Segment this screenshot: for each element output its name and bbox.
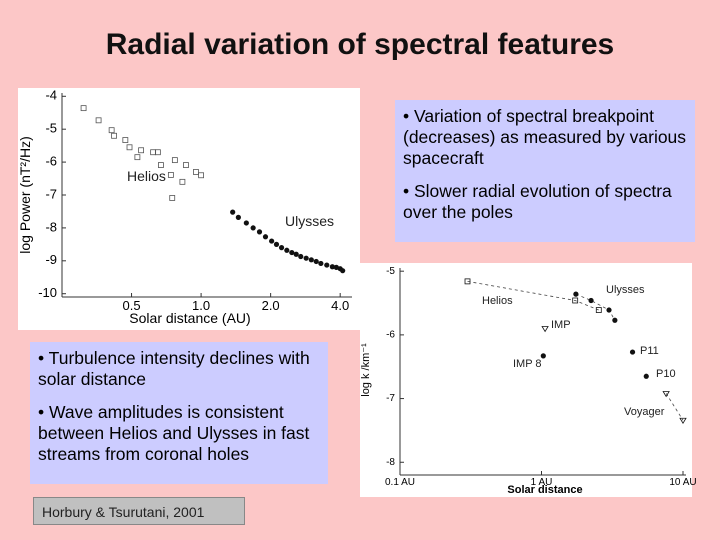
point — [154, 149, 161, 156]
point — [318, 260, 324, 267]
point — [243, 220, 249, 226]
point — [179, 178, 186, 185]
point — [193, 169, 199, 175]
citation: Horbury & Tsurutani, 2001 — [33, 497, 245, 525]
series-label: Voyager — [624, 406, 665, 418]
point — [612, 317, 618, 323]
x-axis-label: Solar distance — [507, 484, 582, 496]
point — [198, 172, 204, 179]
series-label: Ulysses — [285, 213, 334, 229]
y-axis-label: log k /km⁻¹ — [360, 343, 372, 397]
x-tick-label: 0.5 — [123, 298, 141, 313]
y-tick-label: -10 — [38, 285, 57, 300]
point — [573, 291, 579, 297]
left-text-box: • Turbulence intensity declines with sol… — [30, 342, 328, 484]
point — [235, 214, 241, 220]
y-tick-label: -8 — [386, 457, 395, 468]
point — [293, 251, 299, 257]
y-tick-label: -5 — [45, 121, 57, 136]
point — [606, 307, 612, 313]
point — [273, 241, 280, 247]
series-label: P10 — [656, 368, 676, 380]
point — [169, 195, 176, 201]
point — [278, 245, 285, 251]
point — [662, 391, 670, 398]
series-label: Ulysses — [606, 284, 645, 296]
y-tick-label: -6 — [386, 330, 395, 341]
point — [308, 257, 314, 263]
series-line — [665, 393, 684, 421]
x-tick-label: 0.1 AU — [385, 477, 415, 488]
x-axis-label: Solar distance (AU) — [129, 310, 250, 326]
y-tick-label: -8 — [45, 219, 57, 234]
point — [108, 127, 115, 134]
y-tick-label: -9 — [45, 252, 57, 267]
point — [171, 157, 178, 164]
point — [158, 162, 164, 168]
x-tick-label: 1 AU — [531, 477, 553, 488]
bullet: • Slower radial evolution of spectra ove… — [403, 181, 672, 222]
point — [298, 253, 304, 260]
series-label: IMP — [551, 319, 571, 331]
point — [95, 117, 102, 124]
y-tick-label: -7 — [45, 186, 57, 201]
point — [313, 258, 319, 265]
series-label: IMP 8 — [513, 358, 542, 370]
point — [167, 172, 174, 178]
point — [284, 247, 290, 253]
series-label: Helios — [482, 295, 513, 307]
series-line — [575, 293, 616, 321]
left-figure-background — [18, 88, 360, 330]
series-line — [467, 280, 599, 311]
point — [256, 229, 263, 235]
point — [230, 209, 236, 215]
point — [329, 264, 335, 270]
y-tick-label: -6 — [45, 154, 57, 169]
y-axis-label: log Power (nT²/Hz) — [17, 136, 33, 253]
point — [588, 297, 594, 304]
series-label: P11 — [640, 345, 659, 357]
x-tick-label: 10 AU — [669, 477, 696, 488]
point — [324, 262, 330, 268]
right-figure-background — [360, 263, 692, 497]
bullet: • Variation of spectral breakpoint (decr… — [403, 106, 687, 168]
point — [269, 238, 275, 244]
point — [643, 373, 649, 379]
point — [464, 278, 471, 285]
y-tick-label: -5 — [386, 266, 395, 277]
point — [679, 417, 687, 425]
point — [80, 105, 87, 112]
point — [340, 268, 346, 274]
right-text-box: • Variation of spectral breakpoint (decr… — [395, 100, 695, 242]
point — [122, 137, 129, 143]
point — [572, 297, 579, 304]
x-tick-label: 1.0 — [192, 298, 210, 313]
point — [541, 326, 549, 333]
point — [134, 154, 141, 161]
x-tick-label: 2.0 — [262, 298, 280, 313]
point — [250, 225, 256, 231]
x-tick-label: 4.0 — [331, 298, 349, 313]
point — [629, 349, 636, 355]
point — [262, 234, 269, 240]
point — [289, 249, 295, 256]
bullet: • Turbulence intensity declines with sol… — [38, 348, 310, 389]
point — [303, 255, 309, 261]
series-label: Helios — [127, 168, 166, 184]
point — [595, 307, 602, 313]
point — [540, 353, 546, 359]
y-tick-label: -4 — [45, 88, 57, 103]
y-tick-label: -7 — [386, 393, 395, 404]
bullet: • Wave amplitudes is consistent between … — [38, 402, 310, 464]
point — [126, 144, 133, 151]
point — [183, 162, 189, 168]
point — [111, 132, 117, 139]
slide-title: Radial variation of spectral features — [105, 28, 615, 61]
point — [138, 147, 145, 154]
